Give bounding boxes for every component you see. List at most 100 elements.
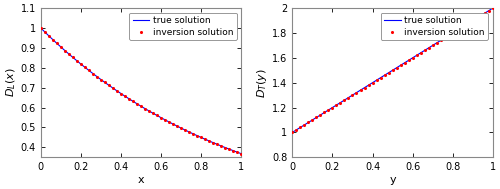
inversion solution xyxy=(217,144,225,147)
true solution xyxy=(184,129,190,132)
inversion solution xyxy=(113,89,121,92)
inversion solution xyxy=(476,14,484,17)
inversion solution xyxy=(213,143,221,146)
true solution xyxy=(290,131,296,133)
true solution xyxy=(38,27,44,29)
inversion solution xyxy=(61,49,69,52)
inversion solution xyxy=(348,94,356,97)
inversion solution xyxy=(428,44,436,47)
Y-axis label: $D_T(y)$: $D_T(y)$ xyxy=(256,68,270,98)
inversion solution xyxy=(137,105,145,108)
inversion solution xyxy=(436,39,444,42)
true solution xyxy=(238,153,244,155)
true solution xyxy=(368,82,374,84)
inversion solution xyxy=(133,102,141,105)
inversion solution xyxy=(412,54,420,57)
inversion solution xyxy=(324,108,332,112)
inversion solution xyxy=(237,152,245,155)
true solution xyxy=(117,92,123,94)
inversion solution xyxy=(404,59,412,62)
true solution xyxy=(314,116,320,119)
inversion solution xyxy=(468,19,476,22)
inversion solution xyxy=(292,128,300,131)
inversion solution xyxy=(101,81,109,84)
Line: true solution: true solution xyxy=(41,28,241,154)
inversion solution xyxy=(440,36,448,40)
inversion solution xyxy=(65,53,73,56)
Line: true solution: true solution xyxy=(292,8,493,132)
true solution xyxy=(103,82,109,84)
inversion solution xyxy=(105,84,113,87)
inversion solution xyxy=(308,119,316,122)
inversion solution xyxy=(129,100,137,103)
inversion solution xyxy=(69,56,77,59)
inversion solution xyxy=(360,86,368,89)
inversion solution xyxy=(296,126,304,129)
inversion solution xyxy=(221,146,229,149)
inversion solution xyxy=(225,148,233,151)
inversion solution xyxy=(169,122,177,125)
inversion solution xyxy=(73,59,81,62)
inversion solution xyxy=(472,17,480,20)
true solution xyxy=(164,120,170,122)
inversion solution xyxy=(197,136,205,139)
inversion solution xyxy=(165,120,173,123)
inversion solution xyxy=(109,87,117,90)
inversion solution xyxy=(304,121,312,124)
true solution xyxy=(435,41,441,43)
true solution xyxy=(416,53,422,55)
inversion solution xyxy=(372,79,380,82)
inversion solution xyxy=(368,81,376,84)
inversion solution xyxy=(45,34,53,37)
inversion solution xyxy=(145,109,153,112)
inversion solution xyxy=(364,84,372,87)
inversion solution xyxy=(37,26,45,29)
inversion solution xyxy=(456,26,464,29)
inversion solution xyxy=(408,56,416,59)
inversion solution xyxy=(316,113,324,116)
inversion solution xyxy=(396,64,404,67)
inversion solution xyxy=(125,97,133,100)
inversion solution xyxy=(185,130,193,133)
inversion solution xyxy=(149,112,157,115)
inversion solution xyxy=(328,106,336,109)
true solution xyxy=(182,129,188,131)
inversion solution xyxy=(89,72,97,75)
inversion solution xyxy=(384,71,392,74)
inversion solution xyxy=(452,29,460,32)
inversion solution xyxy=(424,46,432,49)
X-axis label: y: y xyxy=(390,175,396,185)
inversion solution xyxy=(181,129,189,132)
inversion solution xyxy=(81,66,89,69)
inversion solution xyxy=(392,66,400,69)
inversion solution xyxy=(388,69,396,72)
inversion solution xyxy=(205,139,213,143)
inversion solution xyxy=(49,38,57,41)
inversion solution xyxy=(332,104,340,107)
Y-axis label: $D_L(x)$: $D_L(x)$ xyxy=(4,68,18,98)
inversion solution xyxy=(189,132,197,135)
inversion solution xyxy=(300,123,308,126)
inversion solution xyxy=(41,30,49,33)
inversion solution xyxy=(93,75,101,78)
inversion solution xyxy=(121,95,129,98)
inversion solution xyxy=(380,74,388,77)
inversion solution xyxy=(460,24,468,27)
inversion solution xyxy=(209,141,217,144)
inversion solution xyxy=(489,7,497,10)
inversion solution xyxy=(448,32,456,35)
inversion solution xyxy=(444,34,452,37)
inversion solution xyxy=(336,101,344,104)
inversion solution xyxy=(161,118,169,121)
inversion solution xyxy=(340,98,348,101)
Legend: true solution, inversion solution: true solution, inversion solution xyxy=(129,13,236,40)
inversion solution xyxy=(420,49,428,52)
inversion solution xyxy=(53,42,61,45)
inversion solution xyxy=(416,51,424,54)
true solution xyxy=(354,91,360,93)
inversion solution xyxy=(233,151,241,154)
inversion solution xyxy=(464,22,472,25)
X-axis label: x: x xyxy=(138,175,144,185)
inversion solution xyxy=(356,89,364,92)
inversion solution xyxy=(288,131,296,134)
